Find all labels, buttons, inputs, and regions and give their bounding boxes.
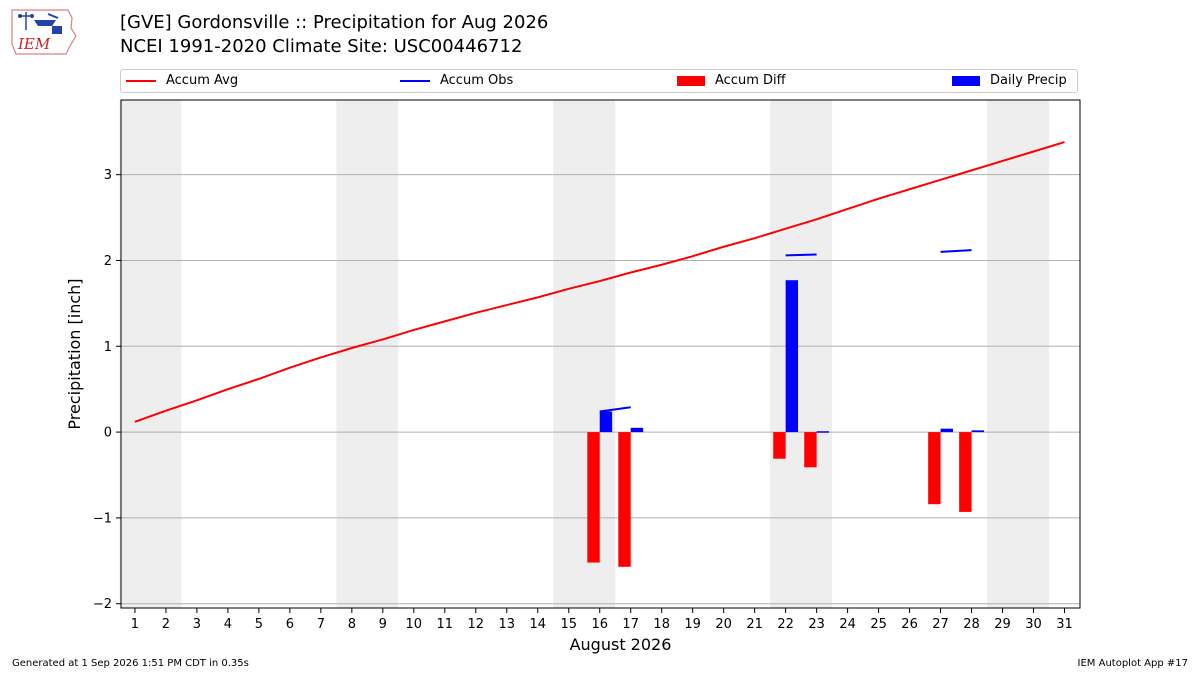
legend-item-daily-precip: Daily Precip	[952, 73, 1067, 88]
xtick-label-24: 24	[839, 617, 856, 632]
x-axis-label: August 2026	[570, 635, 672, 654]
xtick-label-3: 3	[193, 617, 201, 632]
xtick-label-13: 13	[498, 617, 515, 632]
line-accum-obs-1	[785, 253, 817, 257]
plot-frame	[120, 99, 1081, 609]
xtick-label-8: 8	[348, 617, 356, 632]
xtick-label-11: 11	[437, 617, 454, 632]
xtick-label-15: 15	[560, 617, 577, 632]
chart-title: [GVE] Gordonsville :: Precipitation for …	[120, 12, 549, 33]
line-accum-avg	[134, 141, 1065, 423]
xtick-label-31: 31	[1056, 617, 1073, 632]
weekend-band-1	[336, 100, 399, 608]
legend-label-accum-diff: Accum Diff	[715, 73, 786, 88]
bar-accum-diff-day-16	[587, 432, 600, 563]
legend-swatch-accum-diff	[677, 75, 705, 86]
ytick-label-1: −1	[93, 511, 112, 526]
xtick-label-16: 16	[591, 617, 608, 632]
xtick-label-2: 2	[162, 617, 170, 632]
line-accum-obs-0	[599, 406, 631, 413]
xtick-label-26: 26	[901, 617, 918, 632]
ytick-label-3: 1	[104, 340, 112, 355]
legend-swatch-daily-precip	[952, 75, 980, 86]
legend-label-daily-precip: Daily Precip	[990, 73, 1067, 88]
bar-daily-precip-day-22	[785, 280, 799, 433]
xtick-label-6: 6	[286, 617, 294, 632]
xtick-label-1: 1	[131, 617, 139, 632]
xtick-label-19: 19	[684, 617, 701, 632]
weekend-band-3	[770, 100, 833, 608]
legend-item-accum-diff: Accum Diff	[677, 73, 786, 88]
line-accum-obs-2	[940, 249, 972, 253]
xtick-label-22: 22	[777, 617, 794, 632]
bar-daily-precip-day-23	[816, 431, 830, 433]
xtick-label-27: 27	[932, 617, 949, 632]
xtick-label-18: 18	[653, 617, 670, 632]
legend-item-accum-avg: Accum Avg	[126, 73, 238, 88]
xtick-label-9: 9	[379, 617, 387, 632]
xtick-label-10: 10	[406, 617, 423, 632]
xtick-label-23: 23	[808, 617, 825, 632]
legend-swatch-accum-obs	[400, 79, 430, 82]
ytick-label-2: 0	[104, 426, 112, 441]
xtick-label-4: 4	[224, 617, 232, 632]
xtick-label-30: 30	[1025, 617, 1042, 632]
chart-subtitle: NCEI 1991-2020 Climate Site: USC00446712	[120, 36, 523, 57]
xtick-label-28: 28	[963, 617, 980, 632]
bar-accum-diff-day-23	[804, 432, 817, 468]
iem-logo: IEM	[11, 9, 77, 55]
xtick-label-21: 21	[746, 617, 763, 632]
bar-daily-precip-day-16	[599, 411, 613, 433]
xtick-label-5: 5	[255, 617, 263, 632]
xtick-label-20: 20	[715, 617, 732, 632]
bar-daily-precip-day-28	[971, 430, 984, 433]
weekend-band-2	[553, 100, 616, 608]
xtick-label-7: 7	[317, 617, 325, 632]
xtick-label-14: 14	[529, 617, 546, 632]
xtick-label-17: 17	[622, 617, 639, 632]
legend-label-accum-obs: Accum Obs	[440, 73, 514, 88]
xtick-label-12: 12	[468, 617, 485, 632]
weekend-band-0	[119, 100, 182, 608]
bar-accum-diff-day-27	[928, 432, 941, 505]
ytick-label-4: 2	[104, 254, 112, 269]
bar-daily-precip-day-27	[940, 428, 953, 433]
xtick-label-29: 29	[994, 617, 1011, 632]
logo-text: IEM	[17, 35, 51, 53]
ytick-label-0: −2	[93, 597, 112, 612]
ytick-label-5: 3	[104, 168, 112, 183]
bar-accum-diff-day-17	[618, 432, 631, 567]
legend: Accum Avg Accum Obs Accum Diff Daily Pre…	[120, 69, 1078, 93]
xtick-label-25: 25	[870, 617, 887, 632]
legend-swatch-accum-avg	[126, 79, 156, 82]
y-axis-label: Precipitation [inch]	[65, 278, 84, 429]
legend-label-accum-avg: Accum Avg	[166, 73, 239, 88]
weekend-band-4	[987, 100, 1050, 608]
footer-generated: Generated at 1 Sep 2026 1:51 PM CDT in 0…	[12, 658, 249, 669]
footer-app: IEM Autoplot App #17	[1077, 658, 1188, 669]
legend-item-accum-obs: Accum Obs	[400, 73, 513, 88]
bar-accum-diff-day-28	[959, 432, 972, 512]
bar-accum-diff-day-22	[773, 432, 786, 459]
bar-daily-precip-day-17	[630, 427, 644, 433]
